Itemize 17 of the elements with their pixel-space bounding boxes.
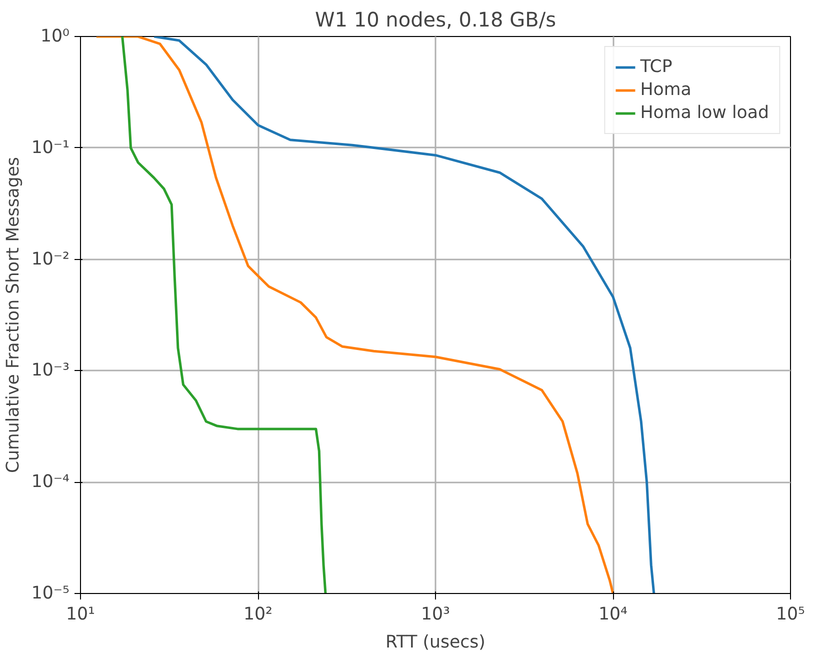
x-tick-label: 10⁴ (598, 604, 628, 624)
y-tick-label: 10⁻¹ (31, 138, 70, 158)
y-axis-title: Cumulative Fraction Short Messages (3, 156, 24, 474)
x-axis-title: RTT (usecs) (386, 632, 486, 652)
y-tick-label: 10⁻² (31, 249, 70, 270)
y-tick-label: 10⁻⁴ (31, 472, 70, 492)
x-tick-label: 10⁵ (776, 604, 806, 624)
x-tick-label: 10² (244, 604, 272, 624)
x-tick-label: 10¹ (66, 604, 95, 624)
legend-label: TCP (640, 57, 672, 77)
y-tick-label: 10⁰ (40, 26, 70, 46)
legend-label: Homa (640, 80, 692, 100)
x-tick-label: 10³ (421, 604, 450, 624)
y-tick-label: 10⁻⁵ (31, 584, 70, 604)
y-tick-label: 10⁻³ (31, 360, 70, 381)
legend-label: Homa low load (640, 103, 769, 123)
chart-title: W1 10 nodes, 0.18 GB/s (315, 8, 556, 32)
